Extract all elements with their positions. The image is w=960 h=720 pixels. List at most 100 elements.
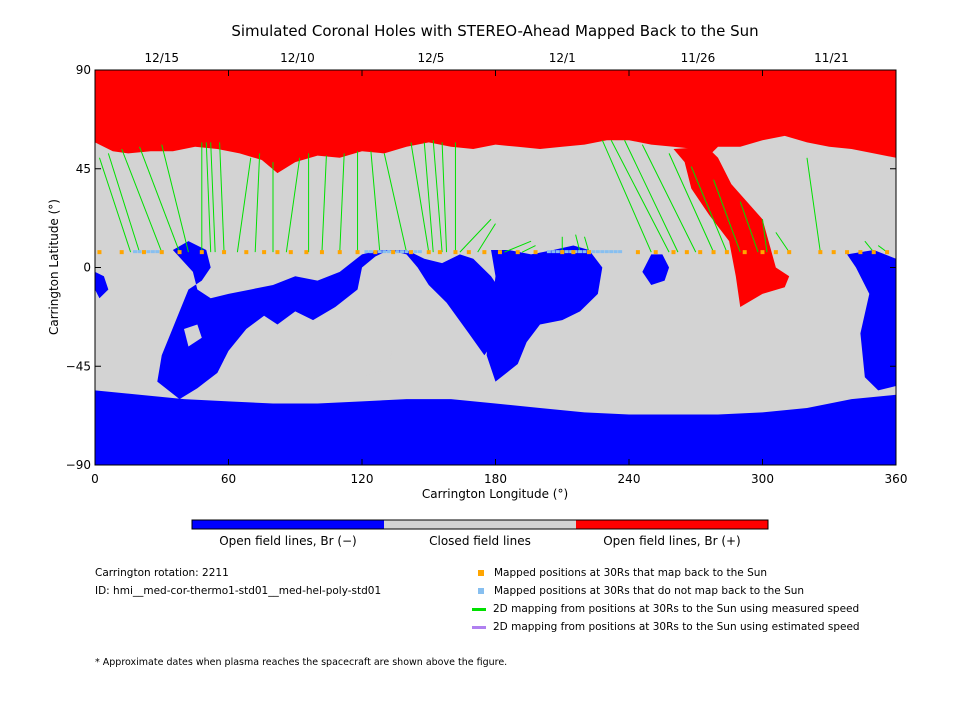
legend-estimated-swatch xyxy=(472,625,486,629)
negative-hole-equatorial xyxy=(95,271,109,299)
mapped-point xyxy=(97,250,102,255)
field-line xyxy=(739,201,759,253)
field-line xyxy=(477,223,496,253)
unmapped-point xyxy=(600,250,605,254)
unmapped-point xyxy=(386,250,391,254)
mapped-point xyxy=(742,250,747,255)
colorbar-frame xyxy=(191,519,769,530)
field-line xyxy=(432,140,443,253)
unmapped-point xyxy=(604,250,609,254)
unmapped-point xyxy=(150,250,155,254)
mapped-point xyxy=(466,250,471,255)
date-tick-label: 12/1 xyxy=(549,51,576,65)
mapped-point xyxy=(222,250,227,255)
unmapped-point xyxy=(368,250,373,254)
legend-measured-label: 2D mapping from positions at 30Rs to the… xyxy=(493,603,860,615)
field-line xyxy=(161,144,189,253)
field-line xyxy=(423,142,434,253)
unmapped-point xyxy=(582,250,587,254)
y-tick-label: 90 xyxy=(76,63,91,77)
field-line xyxy=(321,155,327,253)
carrington-rotation: Carrington rotation: 2211 xyxy=(95,567,229,579)
field-line xyxy=(575,234,581,253)
date-ticks: 12/15 12/10 12/5 12/1 11/26 11/21 xyxy=(144,51,848,65)
mapped-point xyxy=(760,250,765,255)
unmapped-point xyxy=(382,250,387,254)
field-line xyxy=(285,157,301,253)
unmapped-point xyxy=(555,250,560,254)
mapped-point xyxy=(497,250,502,255)
negative-hole-south xyxy=(95,390,896,465)
field-line xyxy=(521,245,536,253)
field-line xyxy=(98,157,132,253)
mapped-point xyxy=(408,250,413,255)
date-tick-label: 12/10 xyxy=(280,51,315,65)
unmapped-point xyxy=(133,250,138,254)
closed-island xyxy=(184,324,202,347)
x-tick-label: 300 xyxy=(751,472,774,486)
mapped-point xyxy=(845,250,850,255)
colorbar-label-negative: Open field lines, Br (−) xyxy=(219,534,357,548)
field-line xyxy=(210,142,216,253)
field-line xyxy=(601,140,652,253)
field-line xyxy=(370,151,381,253)
unmapped-point xyxy=(618,250,623,254)
date-tick-label: 11/26 xyxy=(681,51,716,65)
x-axis-ticks: 0 60 120 180 240 300 360 xyxy=(91,70,907,486)
mapped-point xyxy=(244,250,249,255)
field-line xyxy=(641,144,697,253)
legend-measured: 2D mapping from positions at 30Rs to the… xyxy=(472,603,860,615)
carrington-map xyxy=(94,69,897,466)
mapped-point xyxy=(355,250,360,255)
mapped-point xyxy=(885,250,890,255)
chart-title: Simulated Coronal Holes with STEREO-Ahea… xyxy=(231,22,758,40)
negative-open-regions xyxy=(95,241,896,465)
legend-unmapped-swatch xyxy=(478,588,484,594)
mapped-point xyxy=(373,250,378,255)
mapped-point xyxy=(858,250,863,255)
x-tick-label: 180 xyxy=(484,472,507,486)
mapped-point xyxy=(684,250,689,255)
negative-hole-equatorial xyxy=(157,241,509,400)
mapped-point xyxy=(635,250,640,255)
field-line xyxy=(383,153,407,253)
unmapped-point xyxy=(609,250,614,254)
mapped-point xyxy=(304,250,309,255)
mapped-point xyxy=(437,250,442,255)
y-tick-label: 45 xyxy=(76,162,91,176)
field-line xyxy=(459,218,492,253)
mapped-point xyxy=(288,250,293,255)
mapped-point xyxy=(653,250,658,255)
x-axis-label: Carrington Longitude (°) xyxy=(422,487,568,501)
unmapped-point xyxy=(569,250,574,254)
x-tick-label: 120 xyxy=(351,472,374,486)
date-tick-label: 12/15 xyxy=(144,51,179,65)
mapped-point xyxy=(671,250,676,255)
mapped-point xyxy=(262,250,267,255)
mapped-point xyxy=(141,250,146,255)
mapped-point xyxy=(482,250,487,255)
unmapped-point xyxy=(591,250,596,254)
unmapped-point xyxy=(613,250,618,254)
y-axis-label: Carrington Latitude (°) xyxy=(47,199,61,335)
negative-hole-equatorial xyxy=(847,249,896,391)
y-tick-label: −90 xyxy=(66,458,91,472)
mapped-point xyxy=(711,250,716,255)
field-line xyxy=(806,157,821,253)
model-id: ID: hmi__med-cor-thermo1-std01__med-hel-… xyxy=(95,585,382,597)
unmapped-point xyxy=(595,250,600,254)
mapped-point xyxy=(119,250,124,255)
unmapped-point xyxy=(417,250,422,254)
mapped-point xyxy=(871,250,876,255)
mapped-point xyxy=(571,250,576,255)
mapped-point xyxy=(391,250,396,255)
unmapped-point xyxy=(400,250,405,254)
unmapped-point xyxy=(413,250,418,254)
field-line xyxy=(610,139,670,253)
field-line xyxy=(668,153,715,253)
y-axis-ticks: 90 45 0 −45 −90 xyxy=(66,63,896,472)
unmapped-point xyxy=(137,250,142,254)
field-line xyxy=(205,142,212,253)
unmapped-point xyxy=(573,250,578,254)
